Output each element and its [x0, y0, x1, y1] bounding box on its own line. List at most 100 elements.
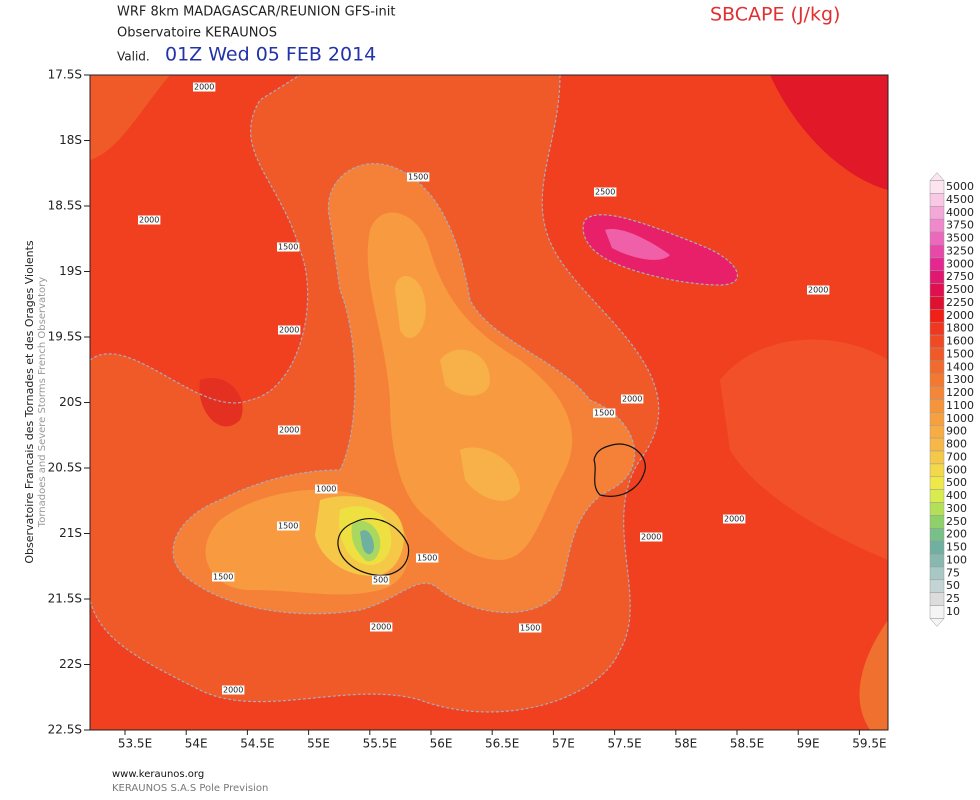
contour-label-bg	[372, 575, 390, 585]
contour-label: 2000	[279, 426, 299, 435]
x-tick-label: 55E	[307, 737, 330, 751]
x-tick-label: 56.5E	[485, 737, 519, 751]
colorbar-label: 10	[946, 605, 960, 618]
side-text: Tornadoes and Severe Storms French Obser…	[37, 277, 48, 528]
x-tick-label: 58E	[674, 737, 697, 751]
y-tick-label: 18.5S	[48, 199, 82, 213]
x-tick-label: 56E	[430, 737, 453, 751]
contour-label: 2000	[279, 326, 299, 335]
colorbar-box	[929, 502, 945, 516]
colorbar-box	[929, 515, 945, 529]
variable-title: SBCAPE (J/kg)	[710, 4, 840, 26]
colorbar-label: 75	[946, 566, 960, 579]
footer-url: www.keraunos.org	[112, 769, 204, 780]
contour-labels: 2000 1500 2500 2000 1500 2000 2000 2000 …	[138, 82, 830, 695]
contour-label: 2000	[371, 623, 391, 632]
colorbar-label: 150	[946, 541, 967, 554]
colorbar-end	[929, 618, 945, 627]
colorbar-box	[929, 334, 945, 349]
header-source: Observatoire KERAUNOS	[117, 26, 277, 41]
colorbar-label: 500	[946, 476, 967, 489]
colorbar-box	[929, 528, 945, 542]
x-tick-label: 59E	[797, 737, 820, 751]
colorbar-box	[929, 450, 945, 465]
colorbar-box	[929, 218, 945, 233]
colorbar-box	[929, 321, 945, 336]
colorbar-box	[929, 412, 945, 426]
valid-time: 01Z Wed 05 FEB 2014	[165, 44, 376, 66]
header-title: WRF 8km MADAGASCAR/REUNION GFS-init	[117, 5, 395, 20]
colorbar-label: 3250	[946, 244, 974, 257]
contour-label-bg	[640, 532, 663, 542]
colorbar-box	[929, 476, 945, 490]
colorbar-end	[929, 172, 945, 181]
contour-label: 1500	[213, 573, 233, 582]
colorbar-label: 3500	[946, 232, 974, 245]
contour-label-bg	[138, 215, 161, 225]
valid-label: Valid.	[117, 50, 150, 64]
x-tick-label: 54.5E	[240, 737, 274, 751]
colorbar-label: 50	[946, 579, 960, 592]
colorbar-label: 1500	[946, 347, 974, 360]
contour-label-bg	[212, 572, 235, 582]
colorbar-box	[929, 592, 945, 606]
y-tick-label: 22S	[59, 657, 82, 671]
colorbar-box	[929, 180, 945, 194]
colorbar-label: 800	[946, 438, 967, 451]
colorbar-label: 2500	[946, 283, 974, 296]
contour-label: 2000	[808, 286, 828, 295]
colorbar-box	[929, 244, 945, 259]
colorbar-box	[929, 437, 945, 452]
contour-label: 2000	[194, 83, 214, 92]
colorbar-label: 5000	[946, 180, 974, 193]
contour-label: 1500	[408, 173, 428, 182]
colorbar-box	[929, 231, 945, 246]
colorbar-box	[929, 373, 945, 387]
colorbar-box	[929, 605, 945, 619]
contour-label-bg	[416, 553, 439, 563]
contour-label-bg	[278, 425, 301, 435]
contour-label: 500	[373, 576, 388, 585]
colorbar-box	[929, 425, 945, 439]
colorbar-label: 1100	[946, 399, 974, 412]
contour-label-bg	[593, 408, 616, 418]
colorbar-label: 3750	[946, 219, 974, 232]
contour-label: 2000	[641, 533, 661, 542]
colorbar-label: 200	[946, 528, 967, 541]
colorbar-box	[929, 296, 945, 310]
contour-label-bg	[723, 514, 746, 524]
colorbar-box	[929, 206, 945, 220]
colorbar-box	[929, 489, 945, 503]
contour-label-bg	[807, 285, 830, 295]
colorbar-label: 1000	[946, 412, 974, 425]
colorbar-box	[929, 386, 945, 400]
contour-label: 1500	[278, 243, 298, 252]
contour-label: 2000	[622, 395, 642, 404]
colorbar-box	[929, 566, 945, 581]
colorbar-box	[929, 257, 945, 271]
colorbar-label: 3000	[946, 257, 974, 270]
x-tick-label: 54E	[185, 737, 208, 751]
colorbar-label: 2750	[946, 270, 974, 283]
colorbar-label: 100	[946, 553, 967, 566]
colorbar-box	[929, 399, 945, 413]
colorbar-box	[929, 283, 945, 297]
contour-label-bg	[222, 685, 245, 695]
colorbar-label: 4000	[946, 206, 974, 219]
contour-label: 1500	[520, 624, 540, 633]
contour-label: 2500	[595, 188, 615, 197]
field	[90, 75, 888, 730]
colorbar-label: 4500	[946, 193, 974, 206]
y-tick-label: 18S	[59, 133, 82, 147]
colorbar-box	[929, 579, 945, 593]
contour-label: 2000	[724, 515, 744, 524]
contour-label-bg	[519, 623, 542, 633]
contour-label: 1000	[316, 485, 336, 494]
contour-label-bg	[277, 242, 300, 252]
colorbar-label: 1300	[946, 373, 974, 386]
colorbar-label: 1400	[946, 360, 974, 373]
contour-label-bg	[594, 187, 617, 197]
contour-label: 1500	[417, 554, 437, 563]
colorbar-label: 300	[946, 502, 967, 515]
